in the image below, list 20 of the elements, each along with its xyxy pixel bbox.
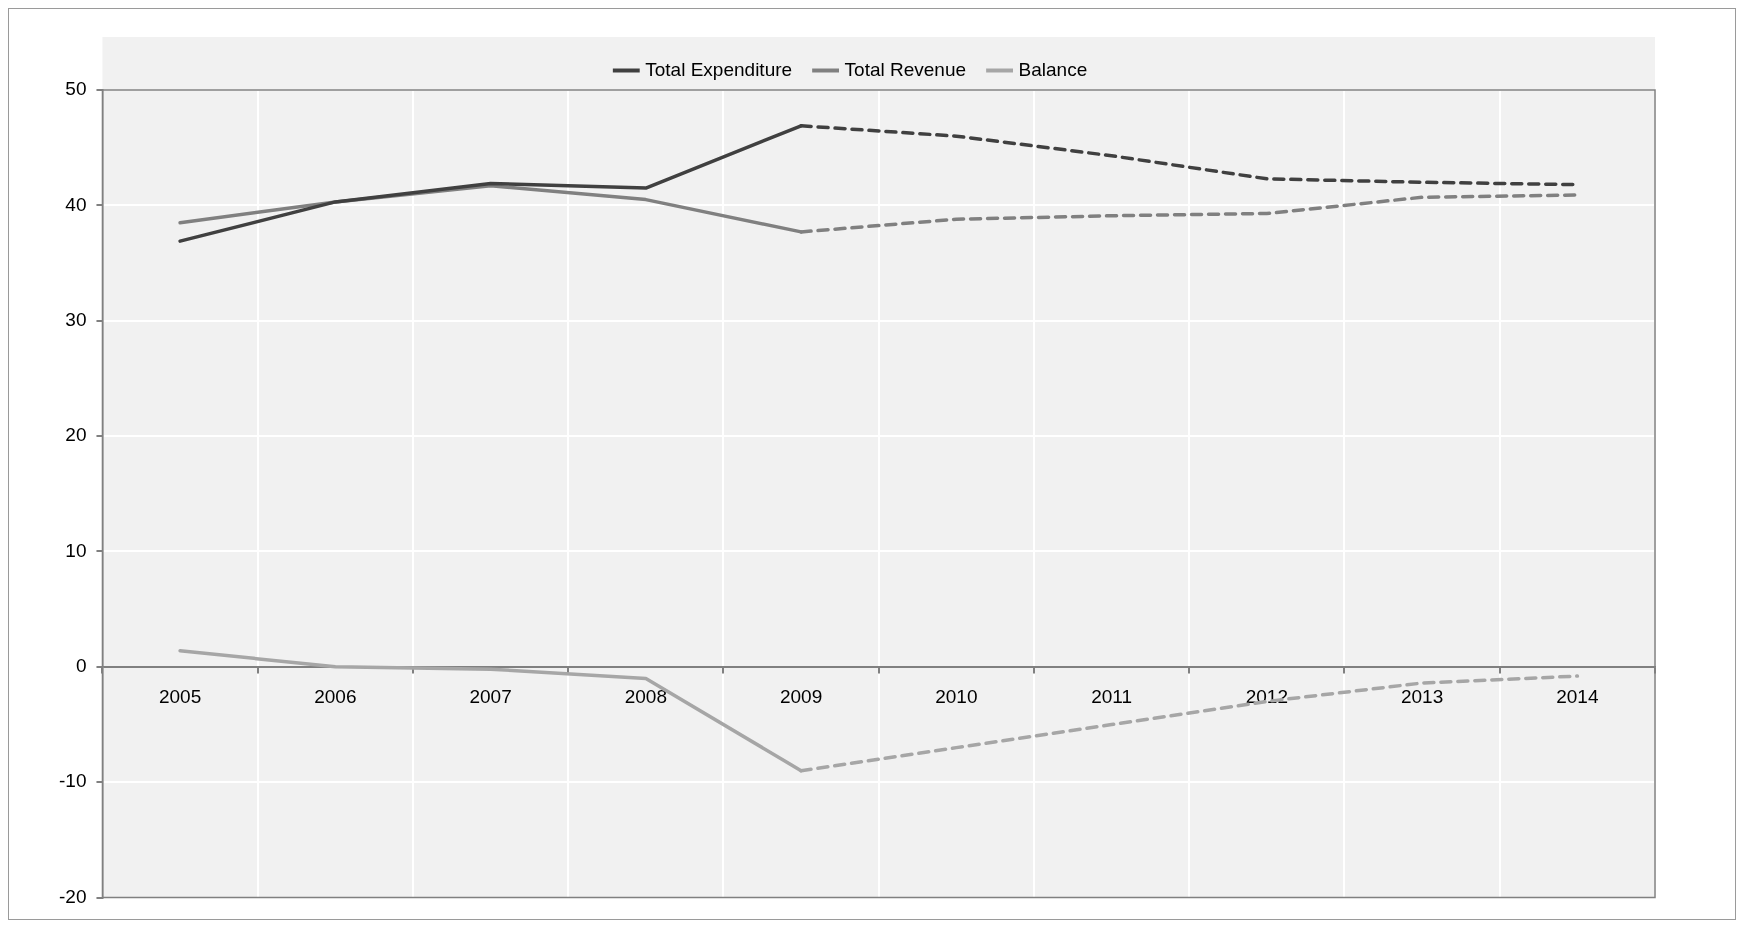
- y-tick-label: -20: [58, 885, 87, 907]
- x-tick-label: 2013: [1400, 686, 1444, 708]
- y-tick-label: 10: [65, 539, 87, 561]
- x-tick-label: 2011: [1091, 686, 1133, 708]
- x-tick-label: 2007: [469, 686, 512, 708]
- y-tick-label: 40: [65, 193, 87, 215]
- y-tick-label: 20: [65, 424, 87, 446]
- y-tick-label: 30: [65, 308, 87, 330]
- x-tick-label: 2005: [158, 686, 202, 708]
- x-tick-label: 2014: [1556, 686, 1599, 708]
- legend-label: Balance: [1018, 58, 1088, 80]
- y-tick-label: -10: [58, 770, 87, 792]
- x-tick-label: 2006: [314, 686, 357, 708]
- x-tick-label: 2009: [779, 686, 823, 708]
- legend-label: Total Revenue: [844, 58, 967, 80]
- legend-label: Total Expenditure: [645, 58, 793, 80]
- x-tick-label: 2010: [935, 686, 978, 708]
- y-tick-label: 0: [75, 655, 87, 677]
- x-tick-label: 2008: [624, 686, 667, 708]
- y-tick-label: 50: [65, 78, 87, 100]
